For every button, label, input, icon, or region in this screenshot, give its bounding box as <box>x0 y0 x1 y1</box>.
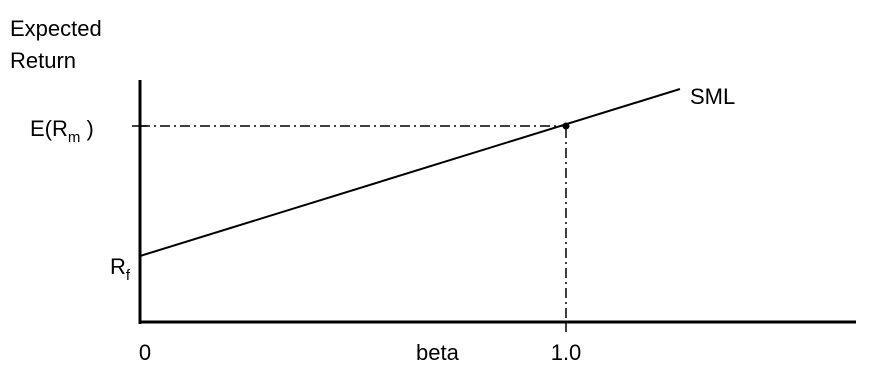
risk-free-tick-base: R <box>110 254 126 279</box>
y-axis-label-line2: Return <box>10 48 76 73</box>
x-tick-label-origin: 0 <box>139 340 151 364</box>
x-tick-label-market-beta: 1.0 <box>551 340 582 364</box>
x-axis-label: beta <box>416 340 460 364</box>
market-return-tick-prefix: E(R <box>30 116 68 141</box>
risk-free-tick-label: Rf <box>110 254 131 284</box>
market-return-tick-label: E(Rm ) <box>30 116 94 146</box>
market-portfolio-point <box>562 122 570 130</box>
sml-label: SML <box>690 84 735 109</box>
sml-line <box>139 88 681 257</box>
market-return-tick-subscript: m <box>68 129 81 146</box>
y-axis-label-line1: Expected <box>10 16 102 41</box>
risk-free-tick-subscript: f <box>126 267 131 284</box>
market-return-tick-suffix: ) <box>80 116 93 141</box>
